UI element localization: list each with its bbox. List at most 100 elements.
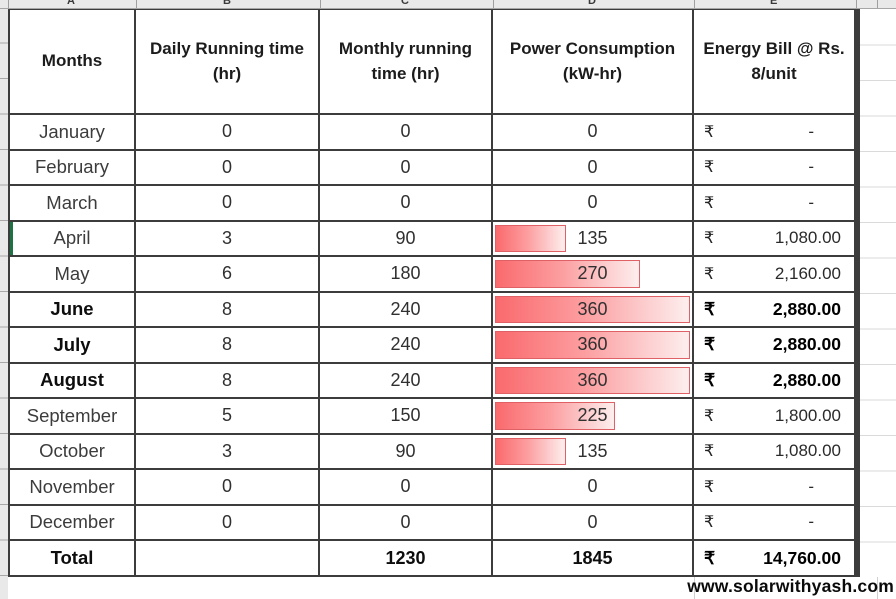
bill-amount: - [808, 121, 814, 141]
monthly-cell[interactable]: 0 [320, 186, 491, 220]
daily-cell[interactable]: 3 [136, 221, 318, 255]
bill-amount: 2,880.00 [772, 334, 841, 355]
power-cell[interactable]: 270 [493, 257, 692, 291]
monthly-cell[interactable]: 240 [320, 292, 491, 326]
monthly-cell[interactable]: 0 [320, 470, 491, 504]
column-separator [877, 0, 878, 8]
month-cell[interactable]: August [10, 363, 134, 397]
power-cell[interactable]: 360 [493, 292, 692, 326]
monthly-cell[interactable]: 0 [320, 505, 491, 539]
daily-cell[interactable]: 0 [136, 505, 318, 539]
month-cell[interactable]: July [10, 328, 134, 362]
bill-cell[interactable]: ₹ - [694, 470, 854, 504]
bill-cell[interactable]: ₹2,880.00 [694, 363, 854, 397]
daily-cell[interactable]: 8 [136, 328, 318, 362]
daily-cell[interactable]: 8 [136, 363, 318, 397]
bill-cell[interactable]: ₹1,080.00 [694, 221, 854, 255]
power-cell[interactable]: 135 [493, 434, 692, 468]
rupee-symbol: ₹ [704, 194, 715, 212]
month-cell[interactable]: November [10, 470, 134, 504]
column-separator [320, 0, 321, 8]
total-label-cell[interactable]: Total [10, 541, 134, 575]
daily-cell[interactable]: 0 [136, 470, 318, 504]
power-cell[interactable]: 225 [493, 399, 692, 433]
data-bar [495, 331, 690, 359]
bill-amount: 14,760.00 [763, 547, 841, 568]
monthly-cell[interactable]: 0 [320, 115, 491, 149]
month-cell[interactable]: June [10, 292, 134, 326]
power-cell[interactable]: 0 [493, 115, 692, 149]
column-letter-d[interactable]: D [588, 0, 596, 7]
total-bill-cell[interactable]: ₹14,760.00 [694, 541, 854, 575]
daily-cell[interactable]: 0 [136, 150, 318, 184]
bill-cell[interactable]: ₹ - [694, 150, 854, 184]
rupee-symbol: ₹ [704, 265, 715, 283]
column-letter-b[interactable]: B [223, 0, 231, 7]
power-cell[interactable]: 360 [493, 328, 692, 362]
monthly-cell[interactable]: 240 [320, 363, 491, 397]
column-letter-a[interactable]: A [67, 0, 75, 7]
column-header-strip: A B C D E [0, 0, 896, 9]
monthly-cell[interactable]: 90 [320, 434, 491, 468]
daily-cell[interactable]: 3 [136, 434, 318, 468]
bill-cell[interactable]: ₹ - [694, 115, 854, 149]
data-bar [495, 437, 566, 465]
power-cell[interactable]: 0 [493, 186, 692, 220]
total-monthly-cell[interactable]: 1230 [320, 541, 491, 575]
header-months[interactable]: Months [10, 10, 134, 113]
daily-cell[interactable]: 0 [136, 186, 318, 220]
monthly-cell[interactable]: 240 [320, 328, 491, 362]
daily-cell[interactable]: 0 [136, 115, 318, 149]
rupee-symbol: ₹ [704, 298, 716, 319]
power-value: 0 [587, 511, 598, 532]
column-separator [136, 0, 137, 8]
month-cell[interactable]: October [10, 434, 134, 468]
month-cell[interactable]: December [10, 505, 134, 539]
month-cell[interactable]: February [10, 150, 134, 184]
monthly-cell[interactable]: 90 [320, 221, 491, 255]
header-daily-running[interactable]: Daily Running time (hr) [136, 10, 318, 113]
daily-cell[interactable]: 6 [136, 257, 318, 291]
power-value: 270 [577, 263, 608, 284]
power-cell[interactable]: 360 [493, 363, 692, 397]
header-energy-bill[interactable]: Energy Bill @ Rs. 8/unit [694, 10, 854, 113]
bill-cell[interactable]: ₹ - [694, 186, 854, 220]
power-cell[interactable]: 135 [493, 221, 692, 255]
monthly-cell[interactable]: 0 [320, 150, 491, 184]
month-cell[interactable]: March [10, 186, 134, 220]
bill-cell[interactable]: ₹ - [694, 505, 854, 539]
sheet-gridline-vertical [877, 577, 878, 599]
data-bar [495, 366, 690, 394]
header-monthly-running[interactable]: Monthly running time (hr) [320, 10, 491, 113]
bill-cell[interactable]: ₹2,160.00 [694, 257, 854, 291]
bill-cell[interactable]: ₹1,800.00 [694, 399, 854, 433]
total-daily-cell[interactable] [136, 541, 318, 575]
bill-amount: 1,080.00 [774, 228, 841, 248]
rupee-symbol: ₹ [704, 478, 715, 496]
total-power-cell[interactable]: 1845 [493, 541, 692, 575]
column-letter-e[interactable]: E [770, 0, 778, 7]
header-power-consumption[interactable]: Power Consumption (kW-hr) [493, 10, 692, 113]
month-cell[interactable]: May [10, 257, 134, 291]
column-separator [8, 0, 9, 8]
bill-amount: 1,080.00 [774, 441, 841, 461]
month-cell-selected[interactable]: April [10, 221, 134, 255]
bill-cell[interactable]: ₹2,880.00 [694, 328, 854, 362]
month-cell[interactable]: September [10, 399, 134, 433]
website-watermark: www.solarwithyash.com [687, 576, 894, 596]
bill-cell[interactable]: ₹1,080.00 [694, 434, 854, 468]
power-cell[interactable]: 0 [493, 150, 692, 184]
month-cell[interactable]: January [10, 115, 134, 149]
monthly-cell[interactable]: 180 [320, 257, 491, 291]
daily-cell[interactable]: 5 [136, 399, 318, 433]
bill-amount: - [808, 192, 814, 212]
column-letter-c[interactable]: C [401, 0, 409, 7]
power-cell[interactable]: 0 [493, 470, 692, 504]
daily-cell[interactable]: 8 [136, 292, 318, 326]
power-cell[interactable]: 0 [493, 505, 692, 539]
row-header-gutter [0, 8, 8, 599]
column-separator [856, 0, 857, 8]
monthly-cell[interactable]: 150 [320, 399, 491, 433]
power-value: 0 [587, 121, 598, 142]
bill-cell[interactable]: ₹2,880.00 [694, 292, 854, 326]
